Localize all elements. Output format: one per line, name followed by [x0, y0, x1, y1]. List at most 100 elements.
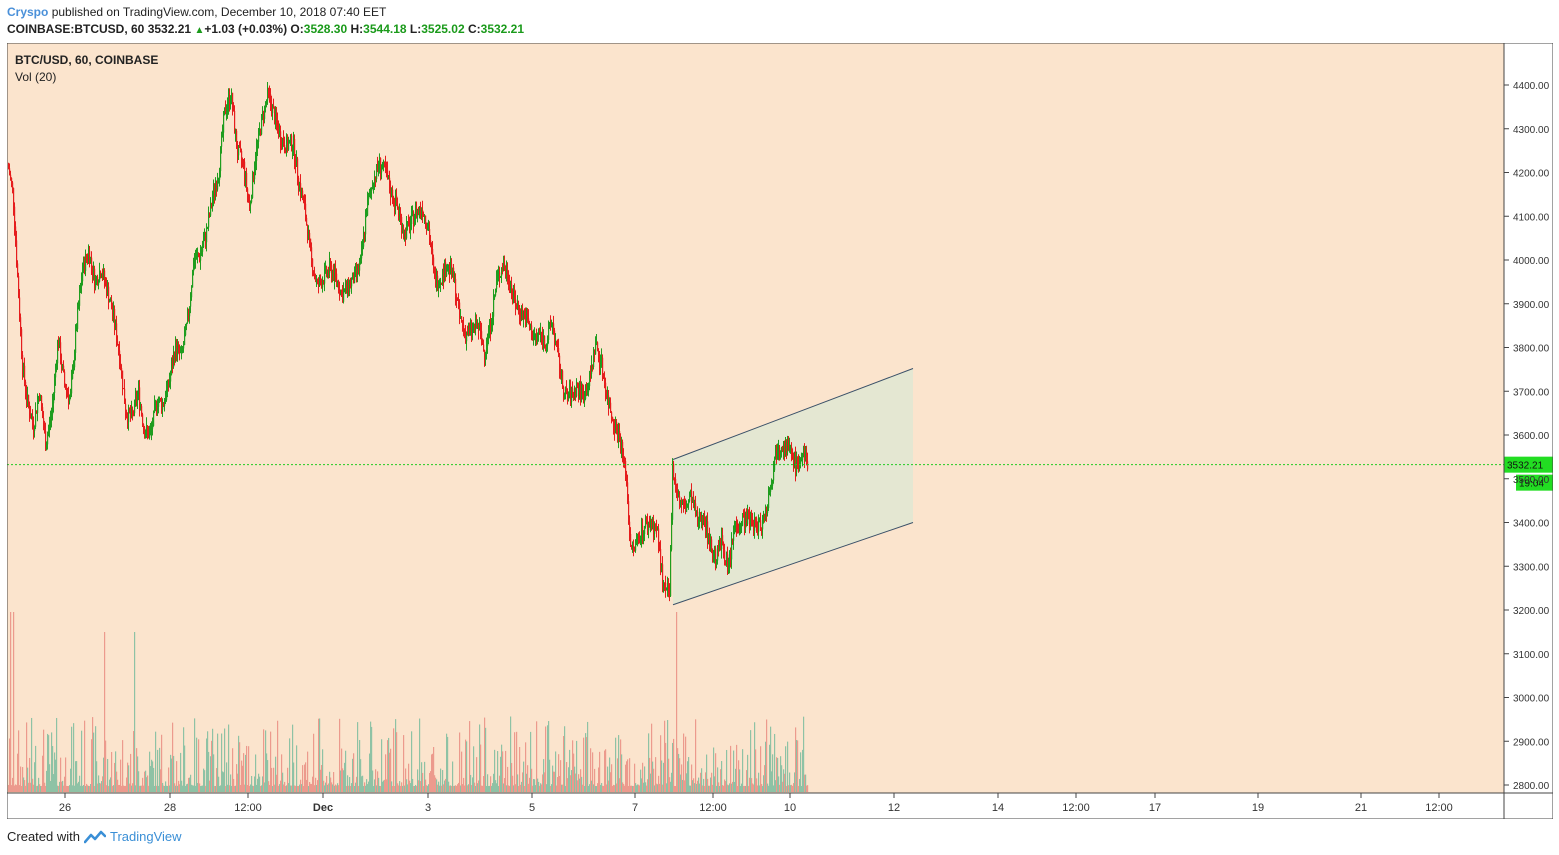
candle: [722, 527, 724, 546]
candle-body: [702, 516, 704, 523]
volume-bar: [215, 785, 217, 792]
candle-body: [746, 514, 748, 525]
candle: [398, 206, 400, 221]
candle: [551, 319, 553, 328]
volume-bar: [84, 720, 86, 792]
time-tick-label: 12:00: [234, 802, 262, 814]
candle: [156, 400, 158, 416]
author-name[interactable]: Cryspo: [7, 5, 49, 19]
candle-body: [344, 289, 346, 292]
candle-body: [257, 141, 259, 147]
tradingview-brand[interactable]: TradingView: [109, 829, 182, 844]
volume-bar: [615, 737, 617, 792]
candle: [265, 101, 267, 113]
candle-body: [579, 383, 581, 394]
candle-body: [501, 268, 503, 276]
candle: [586, 382, 588, 397]
volume-bar: [680, 774, 682, 792]
volume-bar: [263, 729, 265, 792]
candle: [340, 289, 342, 296]
volume-bar: [416, 785, 418, 792]
volume-bar: [622, 782, 624, 792]
volume-bar: [382, 781, 384, 792]
volume-bar: [268, 781, 270, 792]
candle-body: [40, 395, 42, 400]
candle: [205, 231, 207, 249]
candle-body: [757, 524, 759, 532]
candle: [375, 176, 377, 187]
candle: [638, 532, 640, 545]
candle-body: [643, 534, 645, 536]
candle: [529, 320, 531, 331]
candle: [330, 258, 332, 272]
candle-body: [633, 546, 635, 548]
candle: [554, 327, 556, 351]
time-tick-label: 10: [784, 802, 796, 814]
volume-bar: [755, 749, 757, 792]
price-axis[interactable]: 4400.004300.004200.004100.004000.003900.…: [1504, 81, 1550, 792]
candle: [429, 221, 431, 246]
candle: [307, 224, 309, 244]
candle: [250, 200, 252, 214]
candle-body: [51, 414, 53, 420]
candle: [506, 260, 508, 282]
volume-bar: [287, 767, 289, 792]
candle-body: [336, 273, 338, 282]
volume-bar: [649, 757, 651, 792]
candle-body: [237, 148, 239, 156]
candle: [26, 384, 28, 409]
candle-body: [561, 370, 563, 376]
volume-bar: [764, 765, 766, 792]
volume-bar: [206, 738, 208, 792]
candle-body: [444, 262, 446, 280]
candle: [396, 188, 398, 207]
candle-body: [694, 503, 696, 507]
candle: [513, 285, 515, 304]
volume-bar: [369, 753, 371, 792]
candle-body: [609, 402, 611, 408]
volume-bar: [776, 757, 778, 792]
candle-body: [639, 536, 641, 543]
candle: [349, 279, 351, 297]
volume-bar: [772, 754, 774, 792]
candle: [738, 523, 740, 534]
candle: [391, 187, 393, 198]
candle: [249, 194, 251, 211]
candle-body: [389, 177, 391, 190]
legend-volume[interactable]: Vol (20): [15, 70, 56, 84]
candle: [743, 509, 745, 518]
candle: [299, 181, 301, 192]
candle-body: [710, 539, 712, 552]
candle-body: [488, 334, 490, 336]
candle: [780, 450, 782, 460]
candle: [597, 341, 599, 352]
volume-bar: [129, 783, 131, 792]
volume-bar: [740, 785, 742, 792]
candle: [224, 107, 226, 116]
candle-body: [549, 323, 551, 328]
candle: [768, 486, 770, 512]
candle: [290, 134, 292, 147]
volume-bar: [65, 757, 67, 792]
candle: [662, 556, 664, 593]
candle-body: [375, 176, 377, 180]
volume-bar: [71, 726, 73, 792]
volume-bar: [276, 774, 278, 792]
candle-body: [631, 545, 633, 549]
candle-body: [251, 197, 253, 203]
candle-body: [630, 534, 632, 546]
volume-bar: [88, 785, 90, 792]
volume-bar: [754, 722, 756, 792]
candle-body: [175, 341, 177, 360]
volume-bar: [521, 781, 523, 792]
candle: [137, 390, 139, 409]
candle-body: [99, 271, 101, 282]
candle-body: [126, 414, 128, 418]
up-arrow-icon: ▲: [194, 25, 205, 36]
candle-body: [455, 278, 457, 300]
chart-area[interactable]: 3532.21 19:04 4400.00 4300.00 4200.00 4100.0…: [6, 42, 1554, 820]
time-axis[interactable]: 26 28 12:00 Dec 3 5 7 12:00 10 12 14 12:00 17 19 21 12:…: [59, 793, 1453, 814]
volume-bar: [541, 784, 543, 792]
legend-title[interactable]: BTC/USD, 60, COINBASE: [15, 53, 158, 67]
